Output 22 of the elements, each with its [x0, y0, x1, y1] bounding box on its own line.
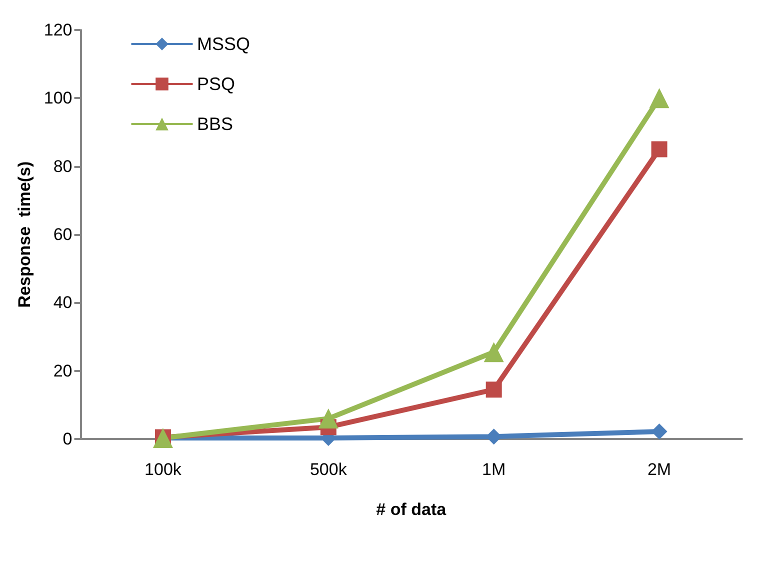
y-tick-label: 80 [53, 156, 72, 176]
point [318, 408, 338, 429]
x-tick-label: 500k [310, 460, 348, 479]
y-tick-label: 120 [44, 20, 72, 40]
y-tick-label: 40 [53, 293, 72, 312]
legend-label: PSQ [197, 74, 236, 94]
y-tick-label: 60 [53, 225, 72, 244]
y-axis-title: Response time(s) [15, 161, 34, 308]
point [649, 88, 670, 108]
x-tick-label: 2M [647, 460, 672, 479]
point [484, 342, 504, 362]
y-tick-label: 0 [62, 430, 72, 448]
x-tick-label: 1M [482, 460, 506, 479]
y-tick-label: 20 [53, 361, 72, 380]
point [651, 424, 668, 440]
x-axis-title: # of data [376, 500, 447, 519]
point [651, 141, 668, 158]
legend-label: BBS [197, 114, 234, 134]
point [486, 382, 502, 398]
legend-label: MSSQ [197, 34, 250, 54]
y-tick-label: 100 [44, 88, 72, 108]
x-tick-label: 100k [144, 460, 182, 479]
